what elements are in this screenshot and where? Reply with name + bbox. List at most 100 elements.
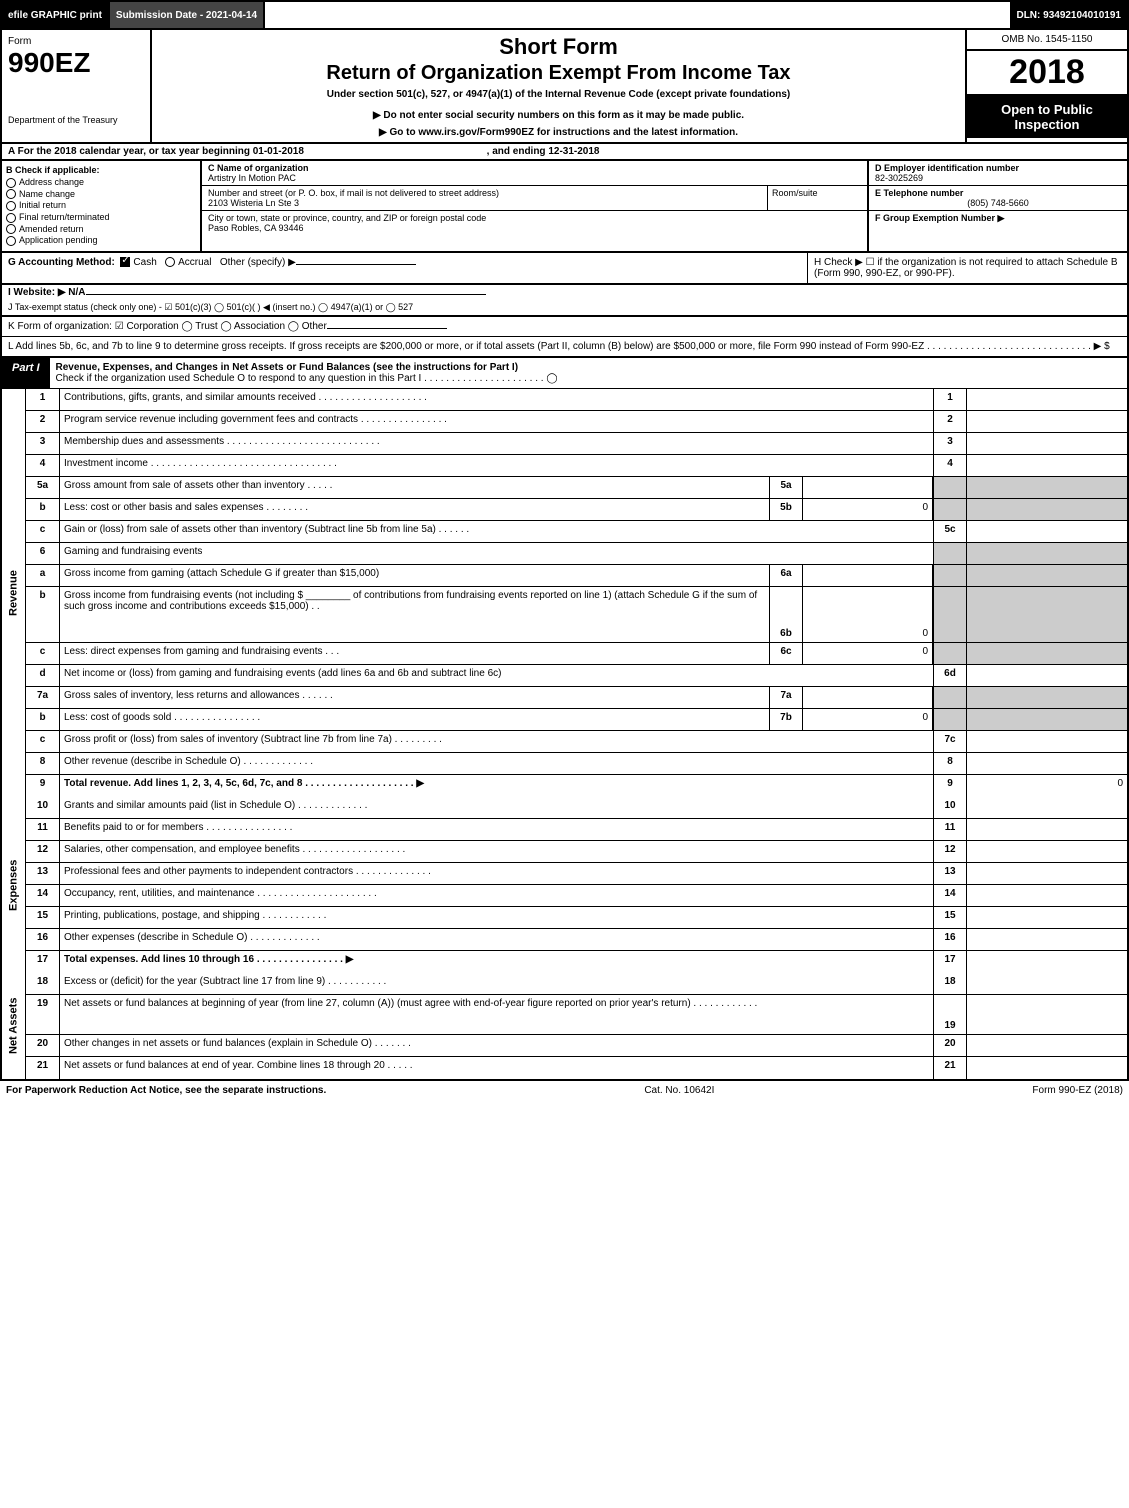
cash-checkbox[interactable]	[120, 257, 130, 267]
line-4-desc: Investment income . . . . . . . . . . . …	[60, 455, 933, 476]
line-3-num: 3	[26, 433, 60, 454]
line-11-rv	[967, 819, 1127, 840]
omb-number: OMB No. 1545-1150	[967, 30, 1127, 51]
line-5c-desc: Gain or (loss) from sale of assets other…	[60, 521, 933, 542]
ein-label: D Employer identification number	[875, 163, 1019, 173]
line-21-rn: 21	[933, 1057, 967, 1079]
line-5a-desc: Gross amount from sale of assets other t…	[60, 477, 769, 498]
opt-address-change[interactable]: Address change	[6, 177, 196, 188]
line-8-num: 8	[26, 753, 60, 774]
row-i-website: I Website: ▶ N/A	[0, 285, 1129, 300]
org-name: Artistry In Motion PAC	[208, 173, 296, 183]
line-5b-mv: 0	[803, 499, 933, 520]
opt-name-change[interactable]: Name change	[6, 189, 196, 200]
form-header: Form 990EZ Department of the Treasury Sh…	[0, 28, 1129, 144]
line-10-rn: 10	[933, 797, 967, 818]
line-18-desc: Excess or (deficit) for the year (Subtra…	[60, 973, 933, 994]
footer-center: Cat. No. 10642I	[326, 1085, 1032, 1096]
line-15-rv	[967, 907, 1127, 928]
line-5b-num: b	[26, 499, 60, 520]
header-center: Short Form Return of Organization Exempt…	[152, 30, 967, 142]
dept-treasury: Department of the Treasury	[8, 115, 144, 125]
line-15-num: 15	[26, 907, 60, 928]
line-7b-rn	[933, 709, 967, 730]
opt-initial-return[interactable]: Initial return	[6, 200, 196, 211]
line-16-num: 16	[26, 929, 60, 950]
line-11-rn: 11	[933, 819, 967, 840]
line-8-desc: Other revenue (describe in Schedule O) .…	[60, 753, 933, 774]
under-section: Under section 501(c), 527, or 4947(a)(1)…	[158, 89, 959, 100]
line-6c-rv	[967, 643, 1127, 664]
line-7b-num: b	[26, 709, 60, 730]
line-7c-num: c	[26, 731, 60, 752]
line-15-rn: 15	[933, 907, 967, 928]
line-3-rv	[967, 433, 1127, 454]
line-6b-num: b	[26, 587, 60, 642]
line-5a-num: 5a	[26, 477, 60, 498]
line-10-desc: Grants and similar amounts paid (list in…	[60, 797, 933, 818]
open-public: Open to Public Inspection	[967, 96, 1127, 138]
line-6b-mn: 6b	[769, 587, 803, 642]
line-5a-mn: 5a	[769, 477, 803, 498]
line-12-desc: Salaries, other compensation, and employ…	[60, 841, 933, 862]
line-1-num: 1	[26, 389, 60, 410]
line-17-rn: 17	[933, 951, 967, 973]
line-19-num: 19	[26, 995, 60, 1034]
line-12-num: 12	[26, 841, 60, 862]
row-a-end: , and ending 12-31-2018	[487, 146, 600, 157]
line-7a-rn	[933, 687, 967, 708]
line-5b-mn: 5b	[769, 499, 803, 520]
opt-application-pending[interactable]: Application pending	[6, 235, 196, 246]
line-14-desc: Occupancy, rent, utilities, and maintena…	[60, 885, 933, 906]
header-left: Form 990EZ Department of the Treasury	[2, 30, 152, 142]
line-7b-mn: 7b	[769, 709, 803, 730]
ssn-notice: ▶ Do not enter social security numbers o…	[158, 110, 959, 121]
org-name-label: C Name of organization	[208, 163, 309, 173]
line-7a-desc: Gross sales of inventory, less returns a…	[60, 687, 769, 708]
line-5a-rv	[967, 477, 1127, 498]
group-exemption-label: F Group Exemption Number ▶	[875, 213, 1004, 223]
form-number: 990EZ	[8, 47, 144, 79]
efile-label[interactable]: efile GRAPHIC print	[2, 2, 110, 28]
line-11-num: 11	[26, 819, 60, 840]
top-bar: efile GRAPHIC print Submission Date - 20…	[0, 0, 1129, 28]
line-14-rv	[967, 885, 1127, 906]
line-9-rn: 9	[933, 775, 967, 797]
line-19-desc: Net assets or fund balances at beginning…	[60, 995, 933, 1034]
line-1-rv	[967, 389, 1127, 410]
line-6a-desc: Gross income from gaming (attach Schedul…	[60, 565, 769, 586]
line-16-rv	[967, 929, 1127, 950]
city-label: City or town, state or province, country…	[208, 213, 486, 223]
line-20-desc: Other changes in net assets or fund bala…	[60, 1035, 933, 1056]
goto-link[interactable]: ▶ Go to www.irs.gov/Form990EZ for instru…	[158, 127, 959, 138]
line-6b-mv: 0	[803, 587, 933, 642]
accounting-method: G Accounting Method: Cash Accrual Other …	[2, 253, 807, 283]
line-17-rv	[967, 951, 1127, 973]
footer: For Paperwork Reduction Act Notice, see …	[0, 1081, 1129, 1100]
tel: (805) 748-5660	[875, 198, 1121, 208]
tel-label: E Telephone number	[875, 188, 963, 198]
line-17-desc: Total expenses. Add lines 10 through 16 …	[60, 951, 933, 973]
line-13-desc: Professional fees and other payments to …	[60, 863, 933, 884]
block-b-label: B Check if applicable:	[6, 165, 196, 175]
line-6b-rv	[967, 587, 1127, 642]
line-9-rv: 0	[967, 775, 1127, 797]
header-right: OMB No. 1545-1150 2018 Open to Public In…	[967, 30, 1127, 142]
line-7c-rn: 7c	[933, 731, 967, 752]
line-2-num: 2	[26, 411, 60, 432]
line-7a-mv	[803, 687, 933, 708]
block-c: C Name of organizationArtistry In Motion…	[202, 161, 867, 251]
line-18-rn: 18	[933, 973, 967, 994]
opt-amended-return[interactable]: Amended return	[6, 224, 196, 235]
accrual-radio[interactable]	[165, 257, 175, 267]
line-6a-rn	[933, 565, 967, 586]
row-k-org-form: K Form of organization: ☑ Corporation ◯ …	[0, 317, 1129, 337]
opt-final-return[interactable]: Final return/terminated	[6, 212, 196, 223]
addr: 2103 Wisteria Ln Ste 3	[208, 198, 299, 208]
line-1-rn: 1	[933, 389, 967, 410]
line-16-rn: 16	[933, 929, 967, 950]
line-14-rn: 14	[933, 885, 967, 906]
line-18-rv	[967, 973, 1127, 994]
line-6b-desc: Gross income from fundraising events (no…	[60, 587, 769, 642]
line-7a-num: 7a	[26, 687, 60, 708]
